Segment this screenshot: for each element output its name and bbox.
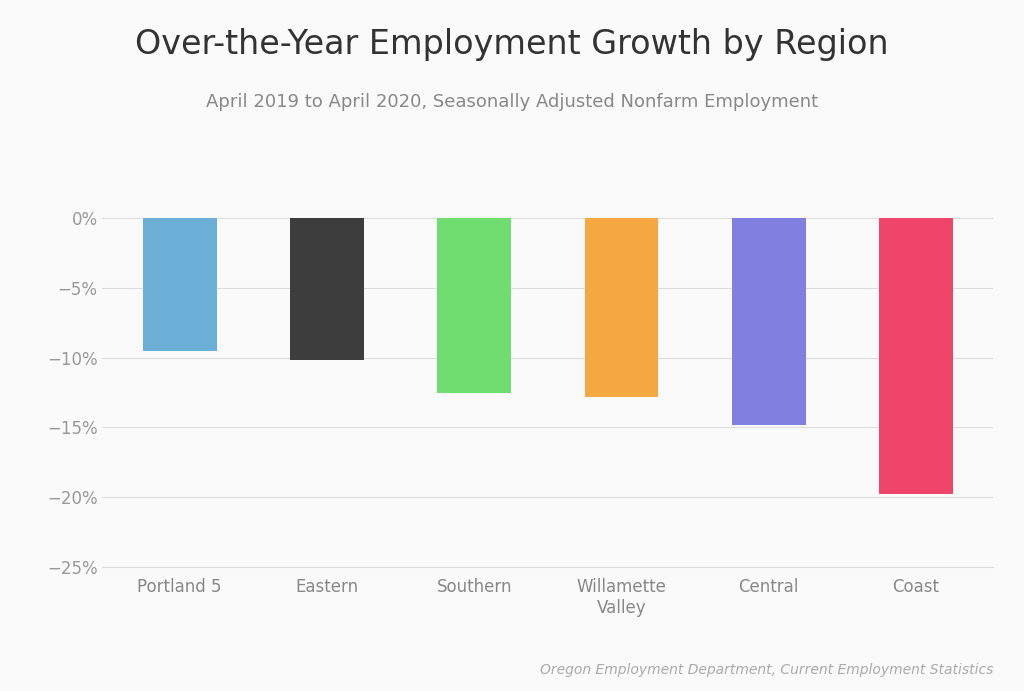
Bar — [143, 218, 216, 351]
Bar — [732, 218, 806, 424]
Bar — [437, 218, 511, 392]
Bar — [585, 218, 658, 397]
Text: April 2019 to April 2020, Seasonally Adjusted Nonfarm Employment: April 2019 to April 2020, Seasonally Adj… — [206, 93, 818, 111]
Bar — [290, 218, 364, 361]
Text: Over-the-Year Employment Growth by Region: Over-the-Year Employment Growth by Regio… — [135, 28, 889, 61]
Bar — [880, 218, 952, 494]
Text: Oregon Employment Department, Current Employment Statistics: Oregon Employment Department, Current Em… — [540, 663, 993, 677]
